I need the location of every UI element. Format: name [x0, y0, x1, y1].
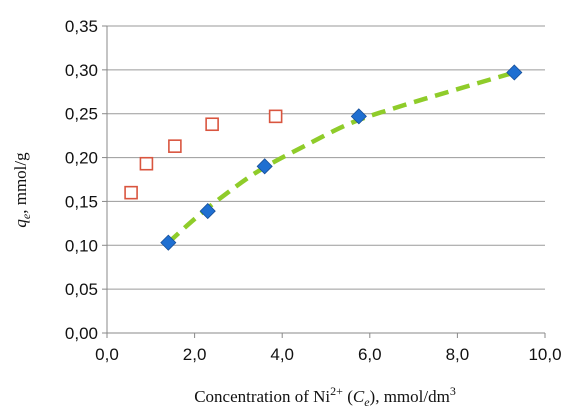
square-marker — [268, 109, 283, 124]
diamond-marker — [160, 234, 177, 251]
y-tick-label: 0,15 — [65, 192, 98, 211]
x-axis-title: Concentration of Ni2+ (Ce), mmol/dm3 — [194, 384, 456, 409]
x-tick-label: 0,0 — [95, 345, 119, 364]
x-tick-labels: 0,0 2,0 4,0 6,0 8,0 10,0 — [95, 345, 561, 364]
diamond-marker — [199, 203, 216, 220]
diamond-marker — [350, 108, 367, 125]
y-tick-label: 0,30 — [65, 61, 98, 80]
x-tick-label: 2,0 — [183, 345, 207, 364]
gridlines — [102, 25, 546, 338]
x-tick-label: 8,0 — [446, 345, 470, 364]
square-marker — [168, 139, 182, 153]
square-marker — [205, 117, 219, 132]
y-tick-label: 0,25 — [65, 105, 98, 124]
y-tick-label: 0,10 — [65, 236, 98, 255]
square-marker — [139, 156, 154, 171]
y-tick-label: 0,00 — [65, 324, 98, 343]
y-tick-labels: 0,00 0,05 0,10 0,15 0,20 0,25 0,30 0,35 — [65, 17, 98, 343]
y-tick-label: 0,05 — [65, 280, 98, 299]
y-tick-label: 0,20 — [65, 149, 98, 168]
y-axis-title: qe, mmol/g — [11, 152, 33, 228]
diamond-marker — [506, 64, 523, 81]
x-tick-label: 6,0 — [358, 345, 382, 364]
x-tick-label: 10,0 — [528, 345, 561, 364]
x-tick-label: 4,0 — [270, 345, 294, 364]
y-tick-label: 0,35 — [65, 17, 98, 36]
square-marker — [124, 185, 138, 200]
diamond-marker — [256, 158, 273, 175]
data-points — [124, 64, 523, 251]
